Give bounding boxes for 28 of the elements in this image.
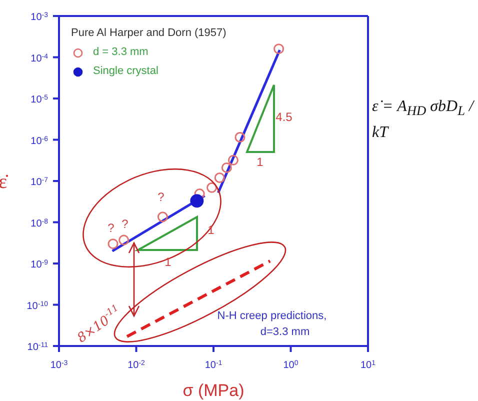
annotation: 1	[256, 155, 264, 170]
y-tick-label: 10$^{-5}$	[30, 94, 48, 106]
y-tick-label: 10$^{-11}$	[27, 342, 48, 353]
annotation: ?	[158, 190, 165, 204]
x-axis-title: σ (MPa)	[182, 381, 244, 400]
y-tick-label: 10$^{-4}$	[30, 52, 48, 64]
annotation: N-H creep predictions,	[217, 310, 327, 322]
legend-label: d = 3.3 mm	[92, 45, 150, 60]
y-tick-label: 10$^{-10}$	[26, 300, 48, 312]
y-tick-label: 10$^{-9}$	[30, 259, 48, 270]
annotation: 4.5	[276, 110, 293, 124]
x-tick-label: 10$^{0}$	[283, 360, 298, 371]
text: ε̇ = A$_{HD}$ σbD$_{L}$ / kT	[372, 98, 474, 142]
y-tick-label: 10$^{-3}$	[30, 12, 48, 23]
legend-label: Single crystal	[92, 64, 160, 79]
annotation: 1	[164, 255, 172, 270]
annotation: 1	[208, 223, 215, 238]
annotation: ?	[108, 221, 115, 236]
y-tick-label: 10$^{-6}$	[30, 135, 48, 147]
x-tick-label: 10$^{-3}$	[50, 360, 68, 371]
y-tick-label: 10$^{-8}$	[30, 218, 48, 230]
legend-title: Pure Al Harper and Dorn (1957)	[71, 26, 228, 41]
x-tick-label: 10$^{-1}$	[204, 360, 222, 371]
y-tick-label: 10$^{-7}$	[30, 176, 48, 188]
x-tick-label: 10$^{1}$	[360, 360, 376, 371]
x-tick-label: 10$^{-2}$	[128, 360, 146, 371]
annotation: d=3.3 mm	[260, 326, 310, 338]
annotation: ?	[122, 217, 129, 232]
